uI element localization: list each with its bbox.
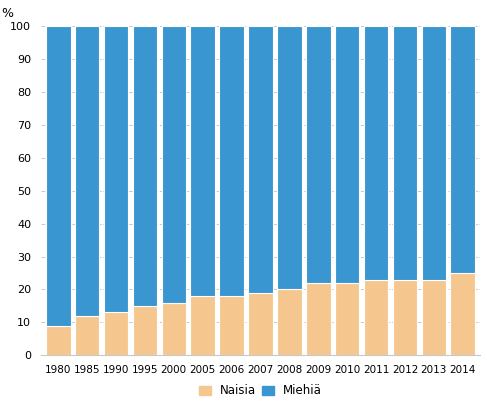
Bar — [219, 26, 244, 296]
Bar — [422, 280, 446, 355]
Bar — [219, 296, 244, 355]
Bar — [248, 26, 273, 293]
Bar — [104, 26, 128, 312]
Bar — [162, 303, 186, 355]
Bar — [306, 283, 331, 355]
Text: %: % — [1, 7, 13, 20]
Bar — [364, 26, 388, 280]
Bar — [46, 325, 71, 355]
Bar — [132, 306, 157, 355]
Bar — [422, 26, 446, 280]
Bar — [450, 273, 475, 355]
Bar — [306, 26, 331, 283]
Bar — [364, 280, 388, 355]
Bar — [104, 312, 128, 355]
Bar — [277, 290, 301, 355]
Bar — [335, 26, 359, 283]
Bar — [190, 26, 215, 296]
Bar — [277, 26, 301, 290]
Bar — [450, 26, 475, 273]
Bar — [132, 26, 157, 306]
Bar — [335, 283, 359, 355]
Bar — [248, 293, 273, 355]
Bar — [190, 296, 215, 355]
Bar — [75, 316, 99, 355]
Bar — [393, 280, 417, 355]
Legend: Naisia, Miehiä: Naisia, Miehiä — [194, 380, 327, 402]
Bar — [162, 26, 186, 303]
Bar — [46, 26, 71, 325]
Bar — [75, 26, 99, 316]
Bar — [393, 26, 417, 280]
